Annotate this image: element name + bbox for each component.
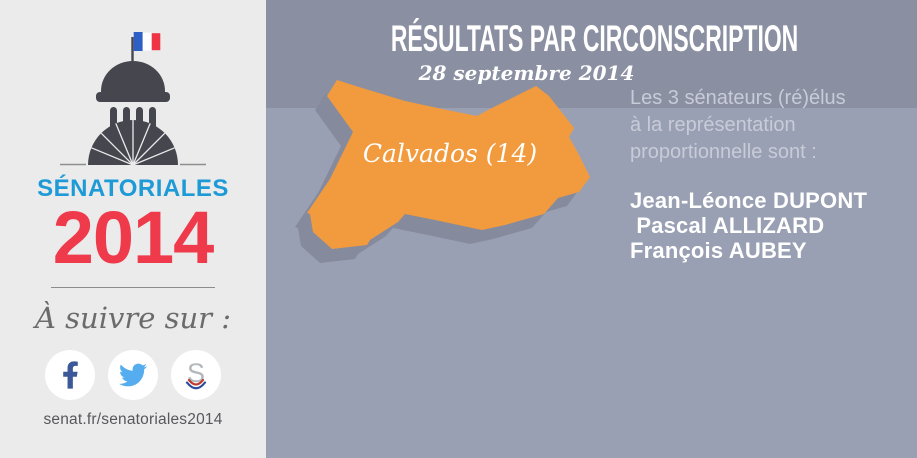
page-subtitle: 28 septembre 2014: [418, 60, 635, 85]
results-intro: Les 3 sénateurs (ré)élus à la représenta…: [630, 87, 846, 163]
calvados-map-shape: [295, 80, 590, 263]
senator-name: François AUBEY: [630, 238, 807, 263]
twitter-bird-icon: [119, 363, 147, 387]
senat-s-icon: S: [185, 358, 207, 390]
twitter-link[interactable]: [108, 349, 158, 400]
content-panel: RÉSULTATS PAR CIRCONSCRIPTION 28 septemb…: [266, 0, 917, 458]
calvados-map: Calvados (14): [290, 75, 610, 270]
brand-title: SÉNATORIALES: [37, 175, 229, 202]
social-links: S: [0, 349, 266, 400]
sidebar: SÉNATORIALES 2014 À suivre sur : S: [0, 0, 266, 458]
senat-url[interactable]: senat.fr/senatoriales2014: [43, 410, 223, 428]
senat-link[interactable]: S: [171, 349, 221, 400]
sidebar-divider: [51, 286, 215, 288]
facebook-f-icon: [62, 361, 78, 389]
header-banner: RÉSULTATS PAR CIRCONSCRIPTION 28 septemb…: [266, 0, 917, 108]
svg-text:S: S: [187, 358, 205, 388]
results-block: Les 3 sénateurs (ré)élus à la représenta…: [630, 85, 900, 263]
senator-name: Jean-Léonce DUPONT: [630, 188, 868, 213]
senators-list: Jean-Léonce DUPONT Pascal ALLIZARD Franç…: [630, 188, 900, 263]
facebook-link[interactable]: [45, 349, 95, 400]
senator-name: Pascal ALLIZARD: [630, 213, 825, 238]
senate-dome-icon: [60, 32, 206, 166]
map-label: Calvados (14): [362, 139, 538, 168]
follow-label: À suivre sur :: [34, 300, 232, 335]
page-title: RÉSULTATS PAR CIRCONSCRIPTION: [390, 18, 799, 59]
brand-year: 2014: [52, 196, 215, 279]
